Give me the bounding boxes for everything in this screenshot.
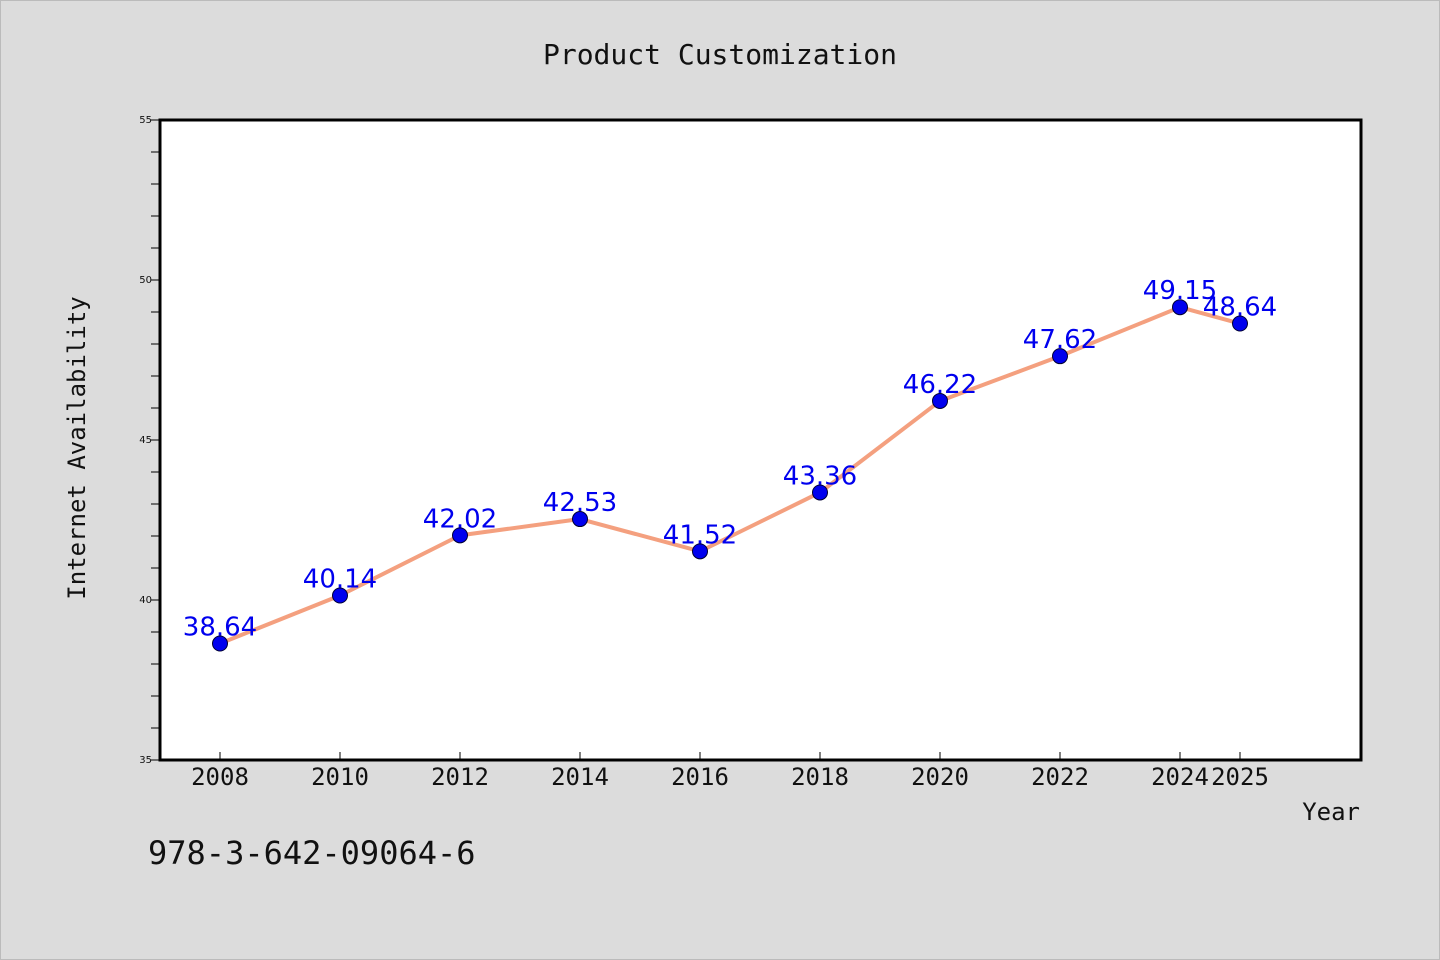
data-point [1052,348,1068,365]
x-tick-label: 2025 [1211,763,1269,791]
data-label: 40.14 [303,565,377,595]
data-label: 47.62 [1023,325,1097,355]
plot-area [158,118,1363,762]
data-point [812,484,828,501]
y-tick-label: 40 [139,595,152,606]
data-label: 46.22 [903,370,977,400]
x-tick-label: 2012 [431,763,489,791]
y-axis: 35 40 45 50 55 [139,115,159,766]
data-point [572,511,588,528]
data-label: 49.15 [1143,276,1217,306]
y-tick-label: 35 [139,755,152,766]
series-layer: 38.64 40.14 42.02 42.53 41.52 43.36 46.22 47.62… [183,276,1277,652]
x-tick-label: 2020 [911,763,969,791]
isbn-annotation: 978-3-642-09064-6 [148,834,476,872]
y-tick-label: 55 [139,115,152,126]
data-label: 42.02 [423,504,497,534]
data-point [452,527,468,544]
x-tick-label: 2022 [1031,763,1089,791]
data-point [1232,315,1248,332]
chart-title: Product Customization [543,38,897,71]
data-label: 42.53 [543,488,617,518]
x-axis: 2008 2010 2012 2014 2016 2018 2020 2022 2024 2025 [191,752,1269,791]
y-tick-label: 45 [139,435,152,446]
x-axis-label: Year [1302,798,1360,826]
x-tick-label: 2016 [671,763,729,791]
data-point [332,587,348,604]
data-point [692,543,708,560]
data-point [932,392,948,409]
x-tick-label: 2024 [1151,763,1209,791]
x-tick-label: 2018 [791,763,849,791]
data-label: 38.64 [183,613,257,643]
y-tick-label: 50 [139,275,152,286]
data-label: 41.52 [663,520,737,550]
x-tick-label: 2010 [311,763,369,791]
x-tick-label: 2008 [191,763,249,791]
data-point [212,635,228,652]
data-label: 48.64 [1203,293,1277,323]
data-label: 43.36 [783,461,857,491]
series-line [218,305,1242,646]
data-point [1172,299,1188,316]
x-tick-label: 2014 [551,763,609,791]
y-axis-label: Internet Availability [63,296,91,599]
